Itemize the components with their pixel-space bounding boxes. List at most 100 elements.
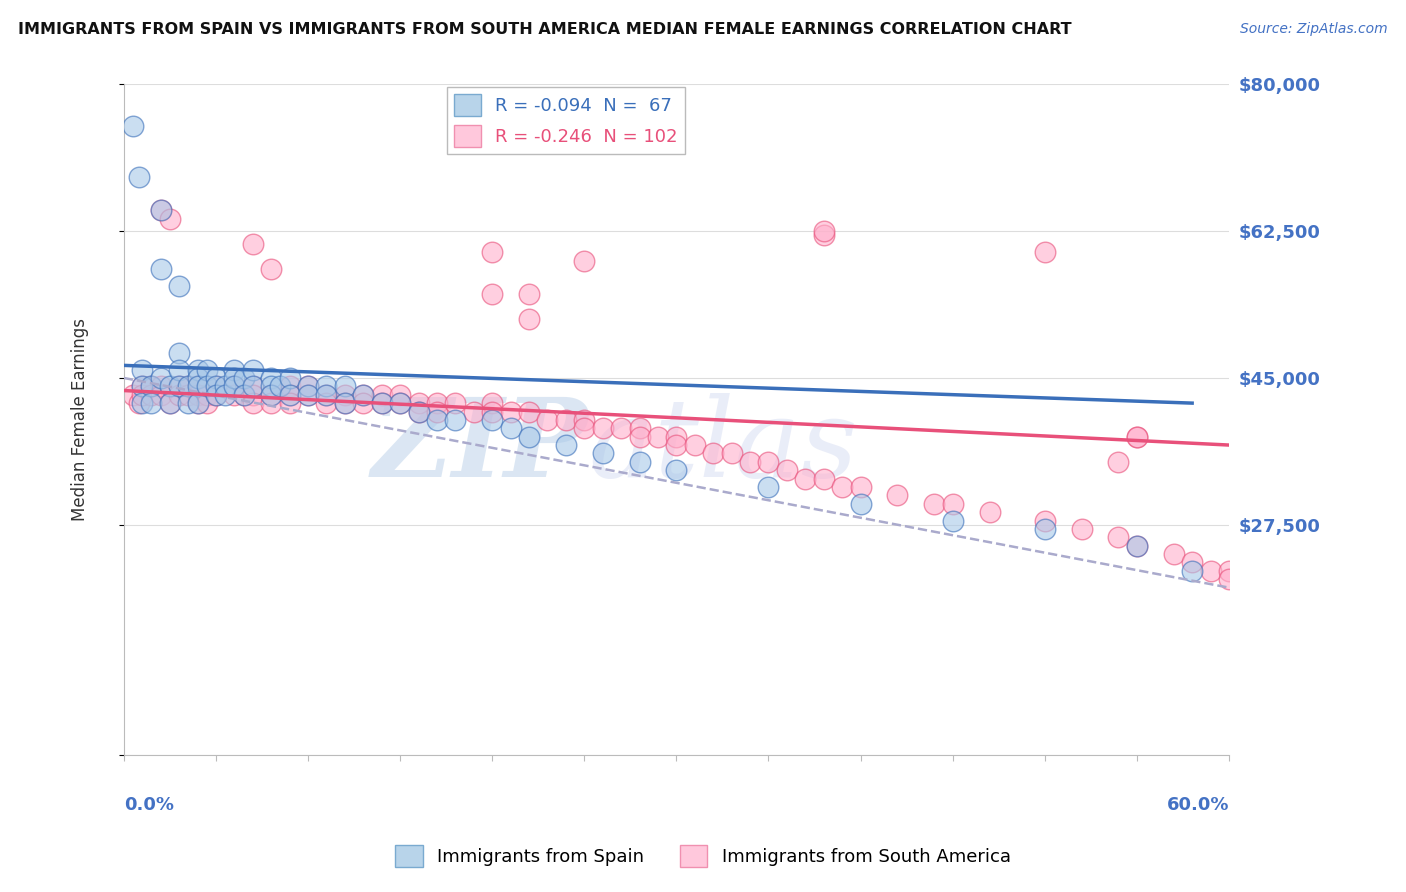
Point bbox=[849, 480, 872, 494]
Point bbox=[592, 421, 614, 435]
Point bbox=[628, 430, 651, 444]
Point bbox=[205, 371, 228, 385]
Point bbox=[370, 396, 392, 410]
Point bbox=[665, 463, 688, 477]
Point bbox=[205, 388, 228, 402]
Point bbox=[444, 396, 467, 410]
Point bbox=[167, 379, 190, 393]
Point bbox=[149, 262, 172, 277]
Point bbox=[389, 396, 412, 410]
Point bbox=[1107, 455, 1129, 469]
Text: Source: ZipAtlas.com: Source: ZipAtlas.com bbox=[1240, 22, 1388, 37]
Point bbox=[224, 379, 246, 393]
Point bbox=[1199, 564, 1222, 578]
Point bbox=[242, 379, 264, 393]
Point bbox=[195, 396, 218, 410]
Point bbox=[481, 413, 503, 427]
Text: IMMIGRANTS FROM SPAIN VS IMMIGRANTS FROM SOUTH AMERICA MEDIAN FEMALE EARNINGS CO: IMMIGRANTS FROM SPAIN VS IMMIGRANTS FROM… bbox=[18, 22, 1071, 37]
Point bbox=[517, 430, 540, 444]
Point bbox=[831, 480, 853, 494]
Point bbox=[922, 497, 945, 511]
Point bbox=[389, 388, 412, 402]
Point bbox=[1126, 430, 1149, 444]
Point bbox=[167, 388, 190, 402]
Point bbox=[195, 388, 218, 402]
Point bbox=[1218, 572, 1240, 586]
Text: Median Female Earnings: Median Female Earnings bbox=[70, 318, 89, 522]
Point bbox=[426, 396, 449, 410]
Point bbox=[702, 446, 724, 460]
Text: atlas: atlas bbox=[588, 393, 858, 500]
Point bbox=[214, 388, 236, 402]
Point bbox=[352, 396, 374, 410]
Point bbox=[159, 211, 181, 226]
Text: ZIP: ZIP bbox=[371, 393, 588, 500]
Point bbox=[481, 404, 503, 418]
Point bbox=[186, 396, 208, 410]
Point bbox=[776, 463, 799, 477]
Point bbox=[979, 505, 1001, 519]
Point bbox=[554, 413, 576, 427]
Point bbox=[1033, 522, 1056, 536]
Point bbox=[177, 396, 200, 410]
Point bbox=[224, 362, 246, 376]
Point bbox=[942, 514, 965, 528]
Text: 60.0%: 60.0% bbox=[1167, 796, 1229, 814]
Point bbox=[149, 388, 172, 402]
Point bbox=[167, 379, 190, 393]
Point bbox=[297, 379, 319, 393]
Point bbox=[813, 472, 835, 486]
Point bbox=[149, 371, 172, 385]
Point bbox=[260, 396, 283, 410]
Point bbox=[159, 379, 181, 393]
Point bbox=[333, 396, 356, 410]
Point bbox=[186, 388, 208, 402]
Point bbox=[1126, 539, 1149, 553]
Point bbox=[574, 413, 596, 427]
Point bbox=[333, 396, 356, 410]
Point bbox=[408, 404, 430, 418]
Point bbox=[242, 236, 264, 251]
Point bbox=[315, 388, 337, 402]
Point bbox=[444, 413, 467, 427]
Point bbox=[260, 262, 283, 277]
Point bbox=[278, 388, 301, 402]
Point bbox=[278, 379, 301, 393]
Point bbox=[131, 388, 153, 402]
Point bbox=[389, 396, 412, 410]
Point bbox=[205, 388, 228, 402]
Point bbox=[159, 396, 181, 410]
Point bbox=[224, 388, 246, 402]
Point bbox=[141, 388, 163, 402]
Point bbox=[232, 388, 254, 402]
Point bbox=[186, 396, 208, 410]
Point bbox=[720, 446, 742, 460]
Point bbox=[942, 497, 965, 511]
Point bbox=[177, 379, 200, 393]
Point bbox=[131, 362, 153, 376]
Point bbox=[224, 379, 246, 393]
Legend: R = -0.094  N =  67, R = -0.246  N = 102: R = -0.094 N = 67, R = -0.246 N = 102 bbox=[447, 87, 685, 154]
Point bbox=[352, 388, 374, 402]
Point bbox=[260, 388, 283, 402]
Point bbox=[159, 396, 181, 410]
Point bbox=[278, 371, 301, 385]
Point bbox=[186, 379, 208, 393]
Point bbox=[205, 379, 228, 393]
Point bbox=[536, 413, 558, 427]
Legend: Immigrants from Spain, Immigrants from South America: Immigrants from Spain, Immigrants from S… bbox=[388, 838, 1018, 874]
Point bbox=[499, 404, 522, 418]
Point bbox=[297, 388, 319, 402]
Point bbox=[426, 413, 449, 427]
Point bbox=[517, 404, 540, 418]
Point bbox=[232, 371, 254, 385]
Text: 0.0%: 0.0% bbox=[124, 796, 174, 814]
Point bbox=[260, 379, 283, 393]
Point bbox=[205, 379, 228, 393]
Point bbox=[149, 203, 172, 218]
Point bbox=[665, 438, 688, 452]
Point bbox=[758, 480, 780, 494]
Point bbox=[186, 371, 208, 385]
Point bbox=[186, 379, 208, 393]
Point bbox=[574, 421, 596, 435]
